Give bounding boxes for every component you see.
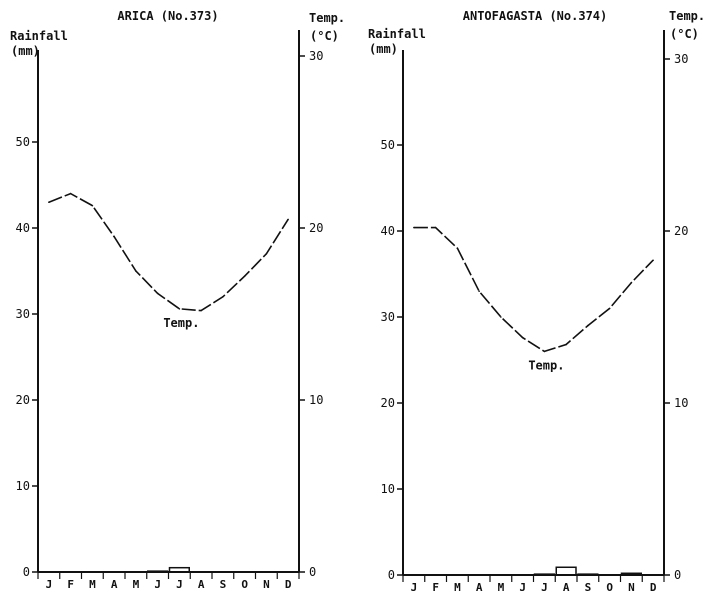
month-label: A [476, 581, 483, 594]
month-label: J [411, 581, 418, 594]
temperature-point [587, 324, 589, 327]
left-tick-label: 40 [16, 221, 30, 235]
left-tick-label: 20 [381, 396, 395, 410]
month-label: M [454, 581, 461, 594]
month-label: J [519, 581, 526, 594]
rainfall-bar [533, 573, 555, 576]
month-label: F [67, 578, 74, 591]
temperature-point [456, 247, 459, 249]
month-label: D [650, 581, 657, 594]
temperature-point [91, 204, 94, 207]
temperature-point [521, 336, 524, 339]
month-label: F [432, 581, 439, 594]
temperature-point [500, 316, 502, 318]
rainfall-bar [168, 566, 190, 573]
temperature-point [69, 192, 72, 195]
temperature-point [434, 226, 437, 229]
right-tick-label: 30 [674, 52, 688, 66]
left-tick-label: 0 [23, 565, 30, 579]
right-tick-label: 0 [309, 565, 316, 579]
left-tick-label: 10 [381, 482, 395, 496]
left-axis-unit: (mm) [11, 44, 40, 58]
left-axis-label: Rainfall [368, 27, 426, 41]
month-label: N [263, 578, 270, 591]
temperature-point [243, 275, 246, 277]
temperature-point [652, 259, 654, 262]
month-label: A [198, 578, 205, 591]
right-axis-label: Temp. [309, 11, 345, 25]
month-label: M [133, 578, 140, 591]
temperature-point [413, 226, 415, 229]
left-tick-label: 0 [388, 568, 395, 582]
chart-1: ARICA (No.373) Rainfall(mm) Temp. (°C) 0 10 20… [10, 9, 345, 591]
month-label: J [176, 578, 183, 591]
month-label: J [46, 578, 53, 591]
month-label: A [111, 578, 118, 591]
temperature-point [565, 343, 567, 346]
month-label: J [541, 581, 548, 594]
temperature-point [630, 281, 633, 284]
temperature-line [413, 226, 654, 353]
temperature-point [113, 235, 115, 238]
left-tick-label: 30 [381, 310, 395, 324]
temperature-point [200, 309, 202, 312]
rainfall-bar [147, 570, 169, 573]
left-tick-label: 10 [16, 479, 30, 493]
right-tick-label: 20 [674, 224, 688, 238]
month-label: O [606, 581, 613, 594]
month-label: A [563, 581, 570, 594]
right-tick-label: 30 [309, 49, 323, 63]
chart-title: ARICA (No.373) [117, 9, 218, 23]
right-tick-label: 10 [309, 393, 323, 407]
temperature-point [178, 308, 181, 310]
right-tick-label: 10 [674, 396, 688, 410]
month-label: O [241, 578, 248, 591]
left-tick-label: 20 [16, 393, 30, 407]
temperature-point [156, 292, 159, 295]
temperature-line [48, 192, 289, 312]
temperature-point [135, 270, 137, 272]
right-tick-label: 0 [674, 568, 681, 582]
temperature-annotation: Temp. [528, 358, 564, 372]
temperature-point [478, 290, 480, 293]
temperature-point [608, 307, 611, 310]
temperature-point [287, 218, 289, 221]
right-axis-unit: (°C) [670, 27, 699, 41]
right-tick-label: 20 [309, 221, 323, 235]
left-tick-label: 50 [16, 135, 30, 149]
right-axis-unit: (°C) [310, 29, 339, 43]
month-label: S [220, 578, 227, 591]
month-label: J [154, 578, 161, 591]
left-axis-unit: (mm) [369, 42, 398, 56]
month-label: M [89, 578, 96, 591]
temperature-point [222, 296, 224, 298]
rainfall-bar [620, 572, 642, 576]
right-axis-label: Temp. [669, 9, 705, 23]
left-tick-label: 40 [381, 224, 395, 238]
temperature-annotation: Temp. [163, 316, 199, 330]
temperature-point [265, 253, 268, 255]
left-axis-label: Rainfall [10, 29, 68, 43]
month-label: N [628, 581, 635, 594]
rainfall-bar [577, 573, 599, 576]
temperature-point [543, 350, 546, 353]
left-tick-label: 50 [381, 138, 395, 152]
chart-title: ANTOFAGASTA (No.374) [463, 9, 608, 23]
rainfall-bar [555, 566, 577, 576]
chart-2: ANTOFAGASTA (No.374) Rainfall(mm) Temp. (°C… [368, 9, 705, 594]
left-tick-label: 30 [16, 307, 30, 321]
month-label: M [498, 581, 505, 594]
month-label: D [285, 578, 292, 591]
month-label: S [585, 581, 592, 594]
temperature-point [48, 201, 50, 203]
